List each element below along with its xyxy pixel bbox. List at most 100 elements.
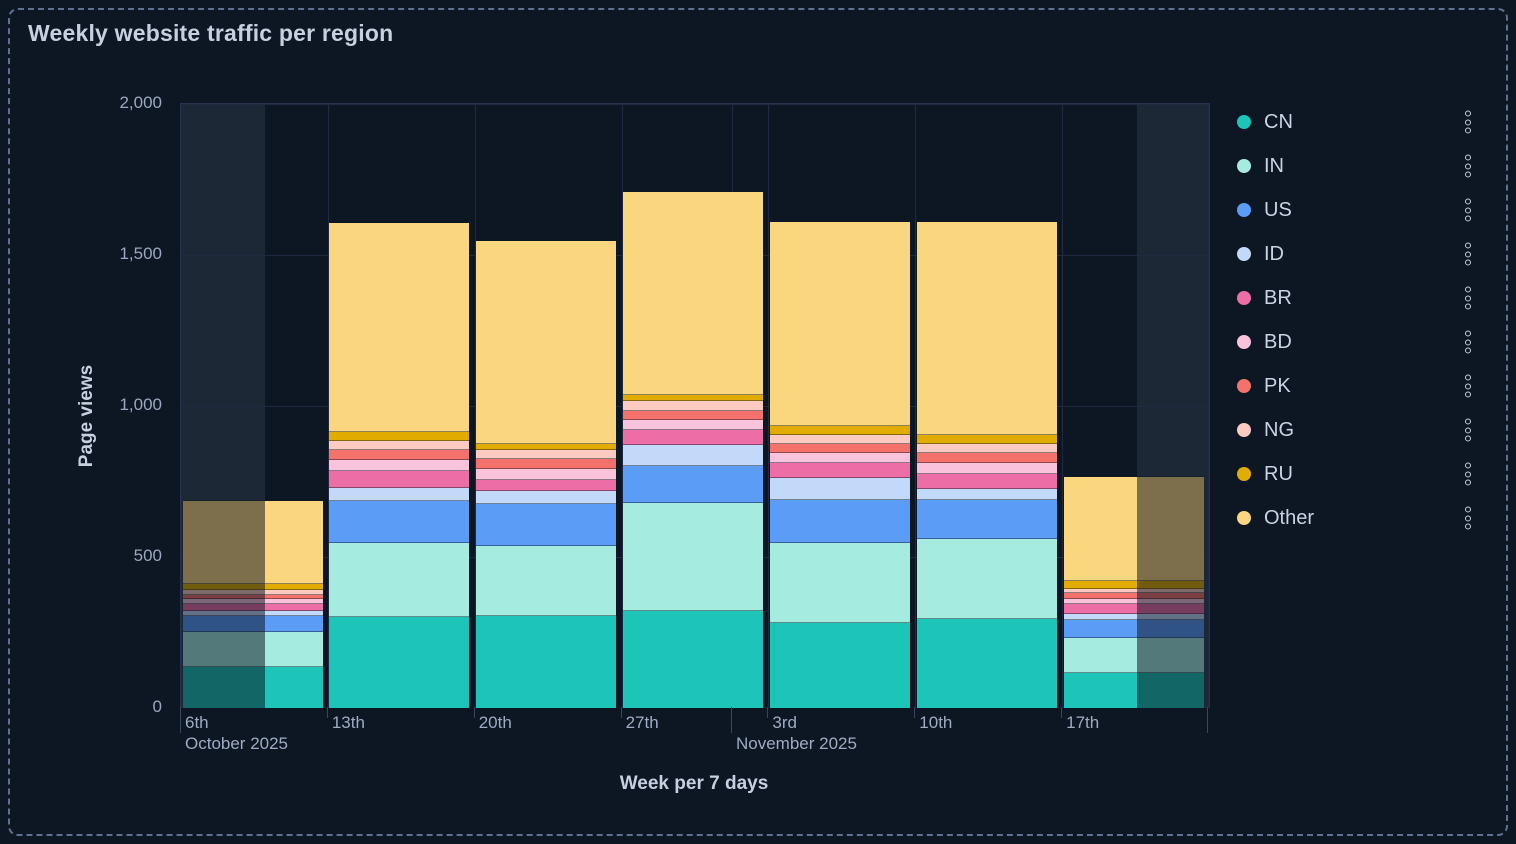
kebab-dot [1465, 207, 1471, 213]
legend-item-RU[interactable]: RU [1237, 452, 1475, 496]
legend-kebab-menu-icon[interactable] [1465, 153, 1471, 178]
kebab-dot [1465, 435, 1471, 442]
bar-segment-ID [476, 490, 617, 505]
legend-label[interactable]: BD [1264, 330, 1292, 353]
kebab-dot [1465, 523, 1471, 530]
kebab-dot [1465, 427, 1471, 433]
bar-segment-BR [476, 479, 617, 491]
bar-segment-PK [623, 410, 764, 420]
legend-kebab-menu-icon[interactable] [1465, 373, 1471, 398]
h-gridline [181, 104, 1209, 105]
legend-item-IN[interactable]: IN [1237, 144, 1475, 188]
x-tick [767, 707, 769, 718]
bar-segment-ID [1063, 614, 1204, 621]
legend-label[interactable]: ID [1264, 242, 1284, 265]
legend-kebab-menu-icon[interactable] [1465, 417, 1471, 442]
kebab-dot [1465, 339, 1471, 345]
bar-segment-IN [623, 502, 764, 612]
x-axis-title: Week per 7 days [619, 773, 769, 794]
legend-label[interactable]: IN [1264, 154, 1284, 177]
legend-item-BR[interactable]: BR [1237, 276, 1475, 320]
bar-segment-US [769, 499, 910, 544]
bar-segment-Other [623, 191, 764, 396]
kebab-dot [1465, 347, 1471, 354]
bar-segment-CN [329, 617, 470, 708]
panel-title: Weekly website traffic per region [28, 20, 394, 46]
legend-kebab-menu-icon[interactable] [1465, 329, 1471, 354]
bar-segment-BD [623, 419, 764, 431]
legend-label[interactable]: BR [1264, 286, 1292, 309]
bar-segment-ID [769, 478, 910, 500]
bar-segment-BR [623, 430, 764, 446]
bar-segment-BD [476, 469, 617, 480]
stacked-bar-10th [916, 221, 1057, 708]
v-gridline [915, 104, 917, 708]
legend-kebab-menu-icon[interactable] [1465, 285, 1471, 310]
bar-segment-Other [769, 221, 910, 426]
stacked-bar-13th [329, 223, 470, 708]
legend-item-NG[interactable]: NG [1237, 408, 1475, 452]
legend-color-dot [1237, 467, 1251, 481]
legend-label[interactable]: Other [1264, 506, 1315, 529]
bar-segment-IN [769, 543, 910, 624]
v-gridline [474, 104, 476, 708]
legend-item-ID[interactable]: ID [1237, 232, 1475, 276]
bar-segment-BR [916, 473, 1057, 489]
legend-label[interactable]: NG [1264, 418, 1294, 441]
v-gridline [768, 104, 770, 708]
month-label: November 2025 [736, 734, 857, 753]
kebab-dot [1465, 462, 1471, 469]
x-tick [326, 707, 328, 718]
legend-label[interactable]: CN [1264, 110, 1293, 133]
x-tick-label: 27th [625, 713, 659, 732]
bar-segment-RU [916, 434, 1057, 444]
kebab-dot [1465, 154, 1471, 161]
x-tick-label: 13th [331, 713, 365, 732]
bar-segment-CN [476, 615, 617, 708]
legend-item-PK[interactable]: PK [1237, 364, 1475, 408]
bar-segment-RU [1063, 581, 1204, 589]
legend-kebab-menu-icon[interactable] [1465, 109, 1471, 134]
v-gridline [621, 104, 623, 708]
kebab-dot [1465, 286, 1471, 293]
bar-segment-PK [769, 443, 910, 453]
kebab-dot [1465, 215, 1471, 222]
kebab-dot [1465, 471, 1471, 477]
legend-item-CN[interactable]: CN [1237, 100, 1475, 144]
legend-item-US[interactable]: US [1237, 188, 1475, 232]
bar-segment-PK [329, 449, 470, 461]
bar-segment-RU [623, 395, 764, 402]
bar-segment-Other [476, 241, 617, 444]
x-tick [473, 707, 475, 718]
legend-color-dot [1237, 291, 1251, 305]
legend-color-dot [1237, 159, 1251, 173]
legend-item-Other[interactable]: Other [1237, 496, 1475, 540]
bar-segment-PK [476, 458, 617, 470]
x-tick [1061, 707, 1063, 718]
bar-segment-US [916, 499, 1057, 539]
legend-label[interactable]: US [1264, 198, 1292, 221]
bar-segment-NG [329, 440, 470, 450]
kebab-dot [1465, 119, 1471, 125]
legend-label[interactable]: RU [1264, 462, 1293, 485]
legend-kebab-menu-icon[interactable] [1465, 197, 1471, 222]
legend-color-dot [1237, 423, 1251, 437]
kebab-dot [1465, 171, 1471, 178]
legend-kebab-menu-icon[interactable] [1465, 461, 1471, 486]
bar-segment-NG [916, 443, 1057, 453]
legend-item-BD[interactable]: BD [1237, 320, 1475, 364]
panel-dashed-border [8, 8, 1508, 836]
out-of-range-bar-overlay [1137, 476, 1204, 708]
legend-kebab-menu-icon[interactable] [1465, 505, 1471, 530]
bar-segment-IN [476, 546, 617, 616]
bar-segment-ID [623, 445, 764, 467]
legend-kebab-menu-icon[interactable] [1465, 241, 1471, 266]
plot-area [180, 103, 1210, 708]
bar-segment-BD [329, 460, 470, 471]
legend: CN IN US ID BR BD PK NG RU Other [1237, 100, 1475, 540]
legend-label[interactable]: PK [1264, 374, 1291, 397]
legend-color-dot [1237, 379, 1251, 393]
stacked-bar-27th [623, 191, 764, 708]
stacked-bar-17th [1063, 476, 1204, 708]
v-gridline [1062, 104, 1064, 708]
